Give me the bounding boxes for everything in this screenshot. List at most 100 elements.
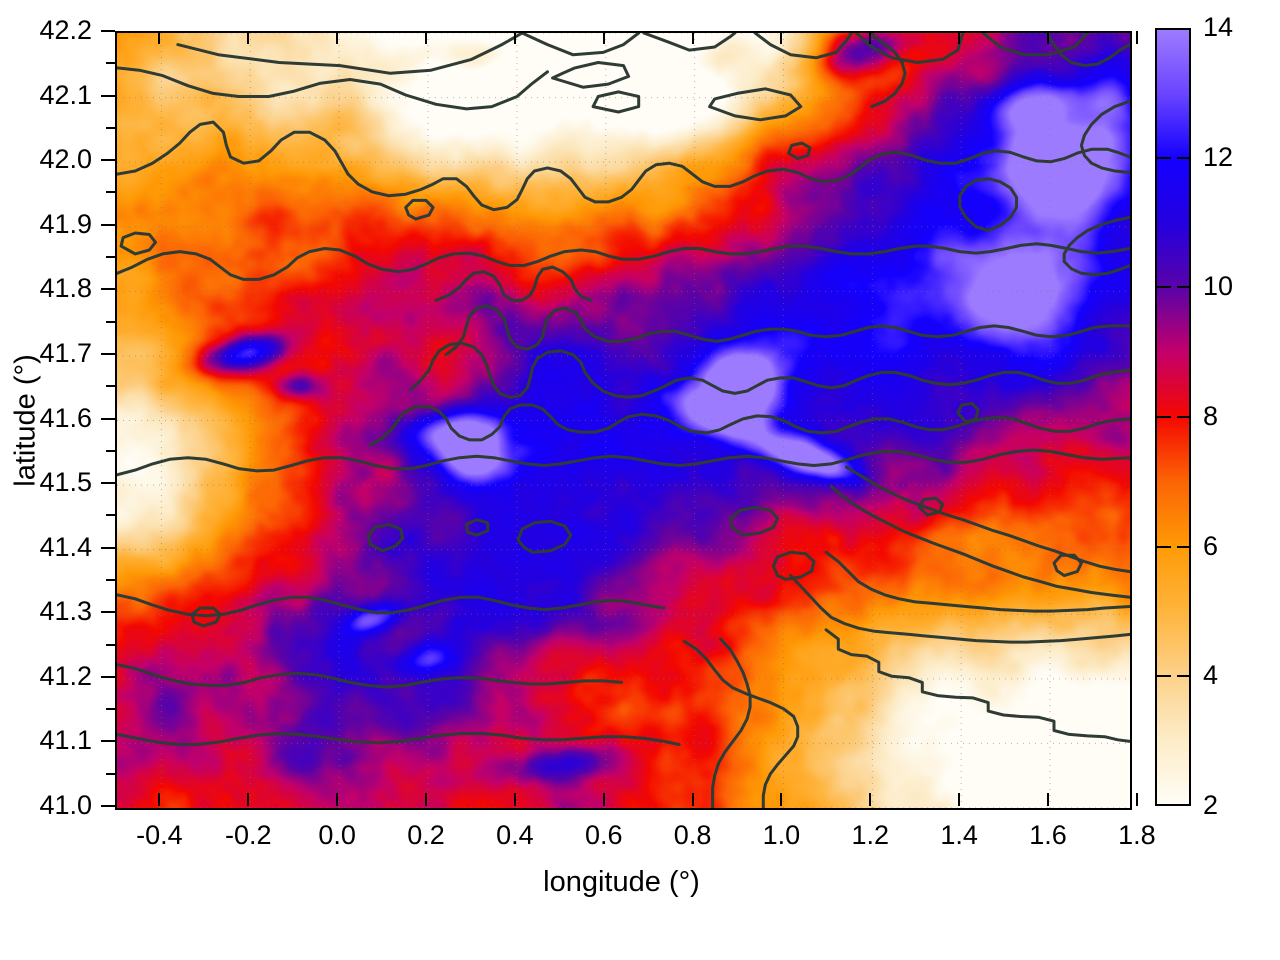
contour-line	[117, 242, 1130, 281]
contour-line	[958, 177, 1018, 233]
contour-line	[579, 412, 877, 435]
x-tick-mark-top	[158, 31, 161, 44]
y-tick-label: 41.0	[39, 790, 92, 820]
contour-line	[1045, 33, 1130, 68]
y-tick-label: 41.9	[39, 208, 92, 239]
x-tick-mark	[336, 793, 339, 806]
x-tick-mark	[869, 793, 872, 806]
y-tick-label: 41.4	[39, 531, 92, 562]
x-tick-label: 0.0	[318, 820, 356, 850]
contour-line	[119, 231, 157, 256]
x-tick-label: 1.6	[1029, 820, 1067, 850]
contour-line	[117, 454, 816, 477]
contour-line	[404, 198, 435, 221]
colorbar-tick-mark	[1157, 156, 1171, 159]
x-tick-label: -0.2	[225, 820, 272, 850]
contour-line	[642, 33, 737, 52]
x-tick-mark	[425, 793, 427, 806]
contour-line	[366, 522, 405, 553]
x-tick-label: -0.4	[136, 820, 183, 850]
x-tick-mark	[691, 793, 694, 806]
x-tick-mark	[1047, 793, 1050, 806]
y-tick-mark	[101, 805, 115, 807]
contour-line	[855, 33, 965, 64]
y-tick-mark	[101, 740, 115, 743]
x-tick-mark	[1135, 793, 1138, 806]
terrain-contour-lines	[117, 33, 1130, 808]
y-tick-mark	[101, 30, 115, 32]
contour-line	[812, 448, 1130, 467]
contour-line	[444, 304, 587, 357]
x-tick-mark	[958, 793, 961, 806]
contour-line	[708, 87, 803, 122]
contour-line	[981, 33, 1089, 57]
contour-line	[593, 150, 927, 204]
contour-line	[190, 606, 222, 628]
y-tick-label: 41.6	[39, 402, 92, 433]
contour-line	[346, 166, 597, 212]
colorbar-tick-mark	[1157, 286, 1171, 289]
y-minor-tick-mark	[106, 643, 115, 646]
contour-line	[956, 401, 980, 424]
contour-line	[117, 593, 666, 618]
y-tick-mark	[101, 675, 115, 678]
x-tick-mark-top	[425, 31, 427, 44]
x-tick-mark-top	[1135, 31, 1138, 44]
contour-line	[824, 550, 1130, 613]
x-tick-label: 0.2	[407, 820, 445, 850]
plot-area	[115, 31, 1132, 810]
colorbar-tick-mark	[1177, 156, 1191, 159]
x-tick-mark	[247, 793, 250, 806]
y-minor-tick-mark	[106, 62, 115, 65]
colorbar-tick-label: 4	[1203, 660, 1219, 691]
y-minor-tick-mark	[106, 578, 115, 581]
x-axis-title: longitude (°)	[543, 866, 700, 898]
gridlines	[117, 33, 1130, 808]
contour-line	[824, 628, 1130, 743]
y-tick-label: 41.1	[39, 725, 92, 756]
y-tick-mark	[101, 611, 115, 614]
y-minor-tick-mark	[106, 385, 115, 388]
x-tick-mark	[158, 793, 161, 806]
x-tick-mark-top	[958, 31, 961, 44]
contour-line	[829, 484, 1130, 599]
colorbar-tick-label: 8	[1203, 401, 1219, 431]
contour-line	[117, 66, 549, 111]
y-tick-label: 41.7	[39, 337, 92, 368]
x-tick-label: 1.2	[851, 820, 890, 850]
contour-line	[917, 496, 945, 517]
y-minor-tick-mark	[106, 449, 115, 452]
x-tick-mark	[513, 793, 516, 806]
colorbar-tick-label: 6	[1203, 530, 1219, 561]
contour-line	[434, 265, 593, 302]
colorbar-tick-label: 2	[1203, 790, 1219, 820]
x-tick-mark-top	[691, 31, 694, 44]
y-tick-label: 42.0	[39, 144, 92, 175]
contour-line	[516, 519, 573, 554]
x-tick-label: 0.6	[584, 820, 623, 850]
contour-line	[368, 403, 583, 447]
x-tick-label: 1.8	[1118, 820, 1156, 850]
contour-line	[1052, 553, 1083, 577]
contour-line	[176, 33, 524, 75]
contour-line	[591, 90, 641, 114]
y-minor-tick-mark	[106, 514, 115, 517]
x-tick-mark-top	[780, 31, 783, 44]
contour-line	[117, 663, 623, 689]
y-tick-label: 42.2	[39, 15, 92, 45]
y-minor-tick-mark	[106, 126, 115, 129]
y-tick-mark	[101, 94, 115, 97]
y-minor-tick-mark	[106, 256, 115, 259]
y-tick-label: 41.2	[39, 660, 92, 691]
colorbar-tick-label: 14	[1203, 12, 1234, 42]
x-tick-mark-top	[336, 31, 339, 44]
contour-line	[934, 368, 1130, 387]
y-tick-mark	[101, 417, 115, 420]
x-tick-label: 1.4	[940, 820, 978, 850]
y-tick-mark	[101, 288, 115, 291]
x-tick-mark	[780, 793, 783, 806]
colorbar-tick-label: 12	[1203, 141, 1234, 172]
contour-line	[729, 505, 779, 537]
contour-line	[844, 465, 1130, 574]
